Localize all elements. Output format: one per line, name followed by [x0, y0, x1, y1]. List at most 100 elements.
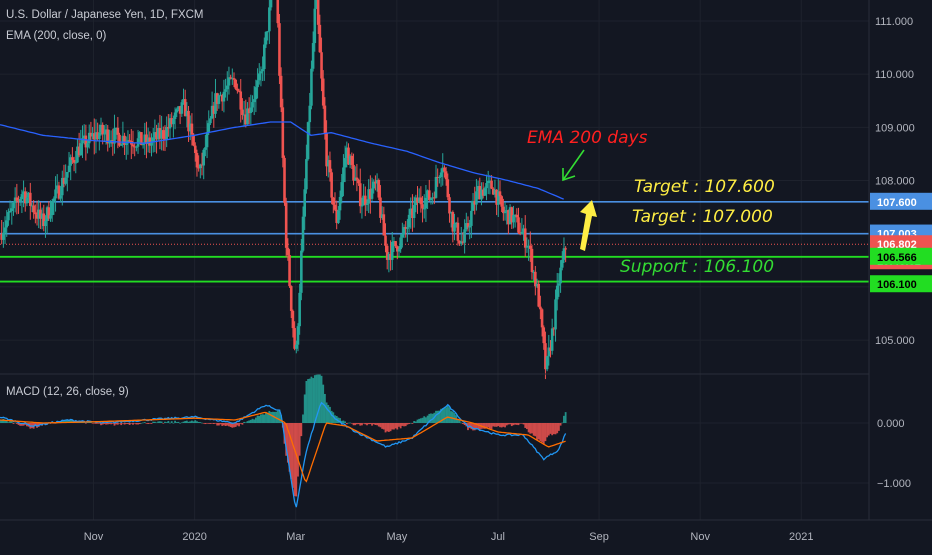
- candle: [508, 204, 512, 225]
- candle: [544, 331, 547, 380]
- candle-body: [550, 328, 554, 351]
- macd-hist-bar: [202, 423, 205, 424]
- candle-body: [401, 233, 404, 238]
- candle: [156, 122, 160, 141]
- time-tick-label: May: [386, 531, 407, 543]
- candle: [522, 224, 525, 241]
- candle-body: [188, 123, 192, 132]
- candle: [392, 236, 396, 252]
- yellow-arrow-icon: [580, 200, 597, 251]
- macd-hist-bar: [106, 423, 109, 425]
- candle: [475, 179, 478, 211]
- candle: [476, 180, 480, 200]
- candle-body: [286, 247, 290, 256]
- candle-body: [202, 149, 205, 166]
- candle: [209, 116, 212, 125]
- time-axis[interactable]: Nov 2020 Mar May Jul Sep Nov 2021: [84, 531, 814, 543]
- candle: [246, 102, 249, 125]
- candle-body: [301, 216, 305, 251]
- macd-hist-bar: [362, 423, 365, 424]
- candle-body: [84, 135, 88, 148]
- candle-body: [62, 177, 66, 184]
- candle: [394, 241, 397, 249]
- candle-body: [332, 197, 335, 205]
- macd-hist-bar: [554, 423, 557, 435]
- symbol-title[interactable]: U.S. Dollar / Japanese Yen, 1D, FXCM: [6, 9, 204, 21]
- candle-body: [167, 127, 170, 129]
- macd-hist-bar: [492, 423, 495, 427]
- ema-legend[interactable]: EMA (200, close, 0): [6, 30, 107, 42]
- candle-body: [109, 140, 113, 142]
- candle: [503, 202, 507, 221]
- candle-body: [459, 241, 463, 244]
- candle-body: [537, 283, 541, 307]
- candle: [15, 183, 19, 215]
- candle: [44, 215, 47, 238]
- macd-hist-bar: [313, 375, 316, 423]
- macd-hist-bar: [364, 423, 367, 425]
- support-upper-badge-bg: [870, 247, 932, 265]
- candle-body: [190, 123, 194, 135]
- candle-body: [513, 214, 517, 216]
- macd-hist-bar: [179, 422, 182, 424]
- candle: [498, 180, 502, 205]
- candle: [301, 206, 305, 253]
- macd-hist-bar: [0, 419, 1, 423]
- candle: [60, 170, 64, 206]
- candle-body: [300, 250, 303, 293]
- macd-hist-bar: [302, 414, 304, 423]
- macd-hist-bar: [174, 420, 176, 423]
- candle: [178, 105, 182, 125]
- candle-body: [17, 200, 20, 202]
- macd-legend[interactable]: MACD (12, 26, close, 9): [6, 386, 129, 398]
- candle: [168, 114, 172, 139]
- macd-hist-bar: [384, 423, 387, 433]
- candle-body: [476, 186, 480, 192]
- candle-body: [380, 214, 384, 218]
- candle: [326, 155, 330, 178]
- macd-axis[interactable]: 0.000 −1.000: [877, 418, 911, 490]
- macd-hist-bar: [510, 423, 513, 427]
- candle-body: [42, 213, 46, 227]
- candle-body: [326, 160, 330, 167]
- macd-hist-bar: [446, 405, 449, 423]
- macd-hist-bar: [108, 423, 111, 425]
- candle: [316, 0, 320, 35]
- candle-body: [263, 44, 266, 70]
- candle-body: [382, 214, 386, 236]
- macd-hist-bar: [379, 423, 382, 428]
- macd-hist-bar: [127, 423, 129, 424]
- macd-hist-bar: [147, 423, 150, 424]
- macd-hist-bar: [430, 413, 432, 423]
- macd-hist-bar: [24, 423, 27, 425]
- macd-hist-bar: [98, 423, 101, 424]
- candle: [409, 197, 413, 229]
- macd-hist-bar: [472, 423, 474, 431]
- macd-hist-bar: [132, 423, 134, 425]
- candle-body: [281, 107, 285, 158]
- macd-hist-bar: [367, 423, 370, 425]
- time-tick-label: 2020: [182, 531, 206, 543]
- candle: [355, 163, 359, 192]
- macd-hist-bar: [150, 423, 153, 424]
- candle: [293, 321, 296, 351]
- candle-body: [205, 132, 209, 148]
- candle: [50, 199, 54, 222]
- candle-body: [385, 245, 389, 260]
- macd-hist-bar: [20, 423, 23, 426]
- candle-body: [451, 212, 455, 232]
- macd-tick-label: 0.000: [877, 418, 905, 430]
- candle: [30, 202, 34, 213]
- candle: [446, 173, 450, 201]
- candle: [382, 206, 386, 236]
- candle-body: [453, 224, 456, 232]
- macd-hist-bar: [354, 423, 357, 426]
- macd-hist-bar: [546, 423, 549, 438]
- macd-hist-bar: [456, 418, 459, 423]
- candle: [528, 231, 532, 262]
- candle: [288, 249, 291, 288]
- candle: [5, 210, 9, 237]
- candle: [205, 120, 209, 159]
- candle: [483, 186, 487, 197]
